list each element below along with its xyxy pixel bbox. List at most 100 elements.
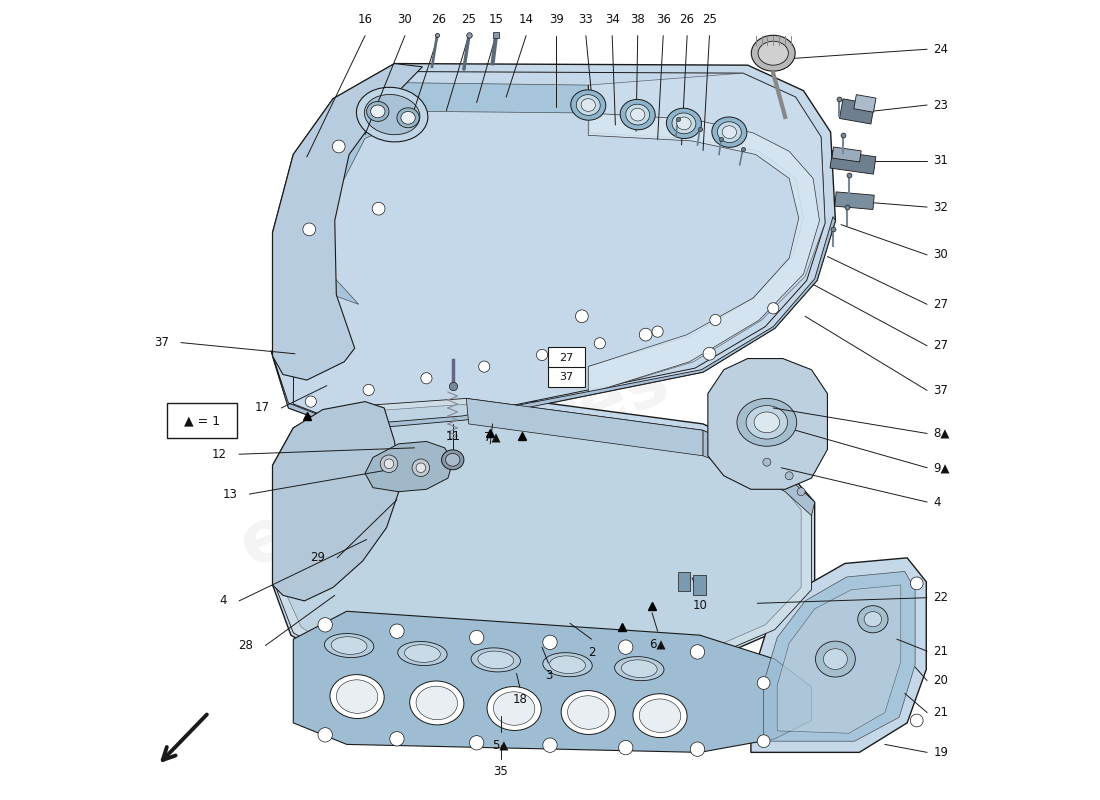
Polygon shape xyxy=(294,611,812,752)
Circle shape xyxy=(381,455,398,473)
Text: 13: 13 xyxy=(222,487,238,501)
Polygon shape xyxy=(280,404,801,665)
Text: 30: 30 xyxy=(934,249,948,262)
FancyBboxPatch shape xyxy=(166,403,236,438)
Text: 34: 34 xyxy=(605,13,619,26)
Circle shape xyxy=(618,640,632,654)
Ellipse shape xyxy=(755,412,780,433)
Polygon shape xyxy=(365,442,453,492)
Text: 36: 36 xyxy=(656,13,671,26)
Circle shape xyxy=(542,738,558,752)
Text: 16: 16 xyxy=(358,13,373,26)
Circle shape xyxy=(768,302,779,314)
Ellipse shape xyxy=(621,660,657,678)
Text: a passion since 1985: a passion since 1985 xyxy=(417,566,651,586)
Ellipse shape xyxy=(717,122,741,142)
Text: 8▲: 8▲ xyxy=(934,427,949,440)
Polygon shape xyxy=(703,430,815,515)
Circle shape xyxy=(384,459,394,469)
Ellipse shape xyxy=(723,126,737,138)
Text: 21: 21 xyxy=(934,645,948,658)
Ellipse shape xyxy=(676,117,691,130)
Circle shape xyxy=(691,742,705,756)
Circle shape xyxy=(703,347,716,360)
Ellipse shape xyxy=(639,699,681,733)
Circle shape xyxy=(306,396,317,407)
Ellipse shape xyxy=(330,674,384,718)
Text: eurospares: eurospares xyxy=(230,346,679,582)
Ellipse shape xyxy=(751,35,795,71)
Circle shape xyxy=(470,736,484,750)
Ellipse shape xyxy=(630,108,645,121)
Ellipse shape xyxy=(568,696,609,730)
Polygon shape xyxy=(273,63,835,430)
Text: 25: 25 xyxy=(461,13,476,26)
Text: 24: 24 xyxy=(934,42,948,56)
Ellipse shape xyxy=(416,686,458,720)
Polygon shape xyxy=(839,99,875,124)
Text: 38: 38 xyxy=(630,13,645,26)
Ellipse shape xyxy=(397,108,419,128)
Circle shape xyxy=(542,635,558,650)
Text: 14: 14 xyxy=(518,13,534,26)
Text: 33: 33 xyxy=(579,13,593,26)
Circle shape xyxy=(478,361,490,372)
Ellipse shape xyxy=(405,645,440,662)
Text: 23: 23 xyxy=(934,98,948,111)
Polygon shape xyxy=(763,571,915,742)
Text: 31: 31 xyxy=(934,154,948,167)
Polygon shape xyxy=(271,217,835,430)
Ellipse shape xyxy=(858,606,888,633)
Polygon shape xyxy=(294,71,825,426)
Ellipse shape xyxy=(337,680,377,714)
Text: 9▲: 9▲ xyxy=(934,462,950,474)
Ellipse shape xyxy=(550,656,585,674)
Ellipse shape xyxy=(746,406,788,439)
Text: 3: 3 xyxy=(544,670,552,682)
Polygon shape xyxy=(273,402,400,601)
Text: 7▲: 7▲ xyxy=(484,430,500,443)
Text: 37: 37 xyxy=(560,372,574,382)
Ellipse shape xyxy=(581,98,595,111)
Circle shape xyxy=(652,326,663,338)
Circle shape xyxy=(372,202,385,215)
Text: 6▲: 6▲ xyxy=(649,638,666,650)
Polygon shape xyxy=(854,94,876,112)
Circle shape xyxy=(412,459,430,477)
Polygon shape xyxy=(830,150,876,174)
Circle shape xyxy=(757,735,770,747)
Text: 32: 32 xyxy=(934,201,948,214)
Ellipse shape xyxy=(364,94,420,134)
Ellipse shape xyxy=(400,111,416,124)
Text: 26: 26 xyxy=(680,13,694,26)
Text: 5▲: 5▲ xyxy=(493,739,509,752)
Text: 4: 4 xyxy=(934,495,940,509)
Circle shape xyxy=(470,630,484,645)
Circle shape xyxy=(537,350,548,361)
Ellipse shape xyxy=(615,657,664,681)
Bar xyxy=(678,572,691,591)
Text: 4: 4 xyxy=(220,594,227,607)
Circle shape xyxy=(594,338,605,349)
Text: 35: 35 xyxy=(493,765,508,778)
Text: ▲ = 1: ▲ = 1 xyxy=(184,414,220,427)
Circle shape xyxy=(785,472,793,480)
Text: 30: 30 xyxy=(397,13,412,26)
Ellipse shape xyxy=(667,108,702,138)
Polygon shape xyxy=(751,558,926,752)
Circle shape xyxy=(798,488,805,496)
Text: 15: 15 xyxy=(488,13,503,26)
Text: 27: 27 xyxy=(560,353,574,362)
Circle shape xyxy=(389,624,404,638)
Circle shape xyxy=(575,310,589,322)
Ellipse shape xyxy=(561,690,615,734)
Text: 21: 21 xyxy=(934,706,948,719)
Circle shape xyxy=(318,618,332,632)
Text: 10: 10 xyxy=(692,599,707,612)
Ellipse shape xyxy=(632,694,688,738)
Text: 28: 28 xyxy=(239,639,253,652)
Ellipse shape xyxy=(494,692,535,726)
Ellipse shape xyxy=(398,642,447,666)
Text: 18: 18 xyxy=(513,694,527,706)
Ellipse shape xyxy=(815,641,856,677)
